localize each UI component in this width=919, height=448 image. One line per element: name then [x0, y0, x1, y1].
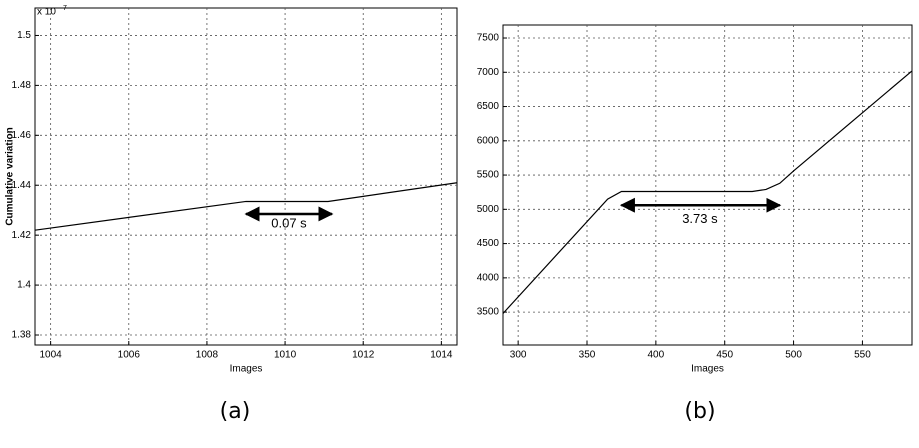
y-tick-label: 1.48: [12, 80, 32, 91]
x-tick-label: 300: [510, 350, 527, 361]
y-tick-label: 6500: [477, 101, 500, 112]
y-tick-label: 3500: [477, 307, 500, 318]
x-axis-label: Images: [230, 364, 263, 375]
x-tick-label: 1004: [40, 350, 63, 361]
y-axis-label: Cumulative variation: [5, 127, 16, 225]
x-axis-label: Images: [691, 364, 724, 375]
x-tick-label: 450: [716, 350, 733, 361]
y-tick-label: 1.4: [17, 280, 31, 291]
y-tick-label: 4000: [477, 272, 500, 283]
y-tick-label: 1.42: [12, 230, 32, 241]
plot-area: [502, 24, 913, 346]
x-tick-label: 1014: [430, 350, 453, 361]
plot-area: [34, 7, 458, 346]
y-tick-label: 1.38: [12, 330, 32, 341]
x-tick-label: 400: [648, 350, 665, 361]
x-tick-label: 1012: [352, 350, 375, 361]
annotation-text: 3.73 s: [682, 211, 718, 226]
data-line: [34, 182, 458, 231]
y-tick-label: 4500: [477, 238, 500, 249]
caption: (b): [684, 399, 715, 424]
y-tick-label: 5000: [477, 204, 500, 215]
x-tick-label: 500: [785, 350, 802, 361]
y-tick-label: 1.44: [12, 180, 32, 191]
y-tick-label: 6000: [477, 135, 500, 146]
x-tick-label: 550: [854, 350, 871, 361]
annotation-text: 0.07 s: [271, 215, 307, 230]
y-tick-label: 5500: [477, 170, 500, 181]
y-tick-label: 7000: [477, 67, 500, 78]
y-tick-label: 7500: [477, 33, 500, 44]
y-exponent: 7: [63, 5, 67, 12]
x-tick-label: 350: [579, 350, 596, 361]
x-tick-label: 1008: [196, 350, 219, 361]
x-tick-label: 1010: [274, 350, 297, 361]
y-tick-label: 1.46: [12, 130, 32, 141]
caption: (a): [220, 399, 251, 424]
y-multiplier: x 10: [37, 7, 56, 18]
y-tick-label: 1.5: [17, 30, 31, 41]
x-tick-label: 1006: [118, 350, 141, 361]
data-line: [502, 70, 913, 314]
